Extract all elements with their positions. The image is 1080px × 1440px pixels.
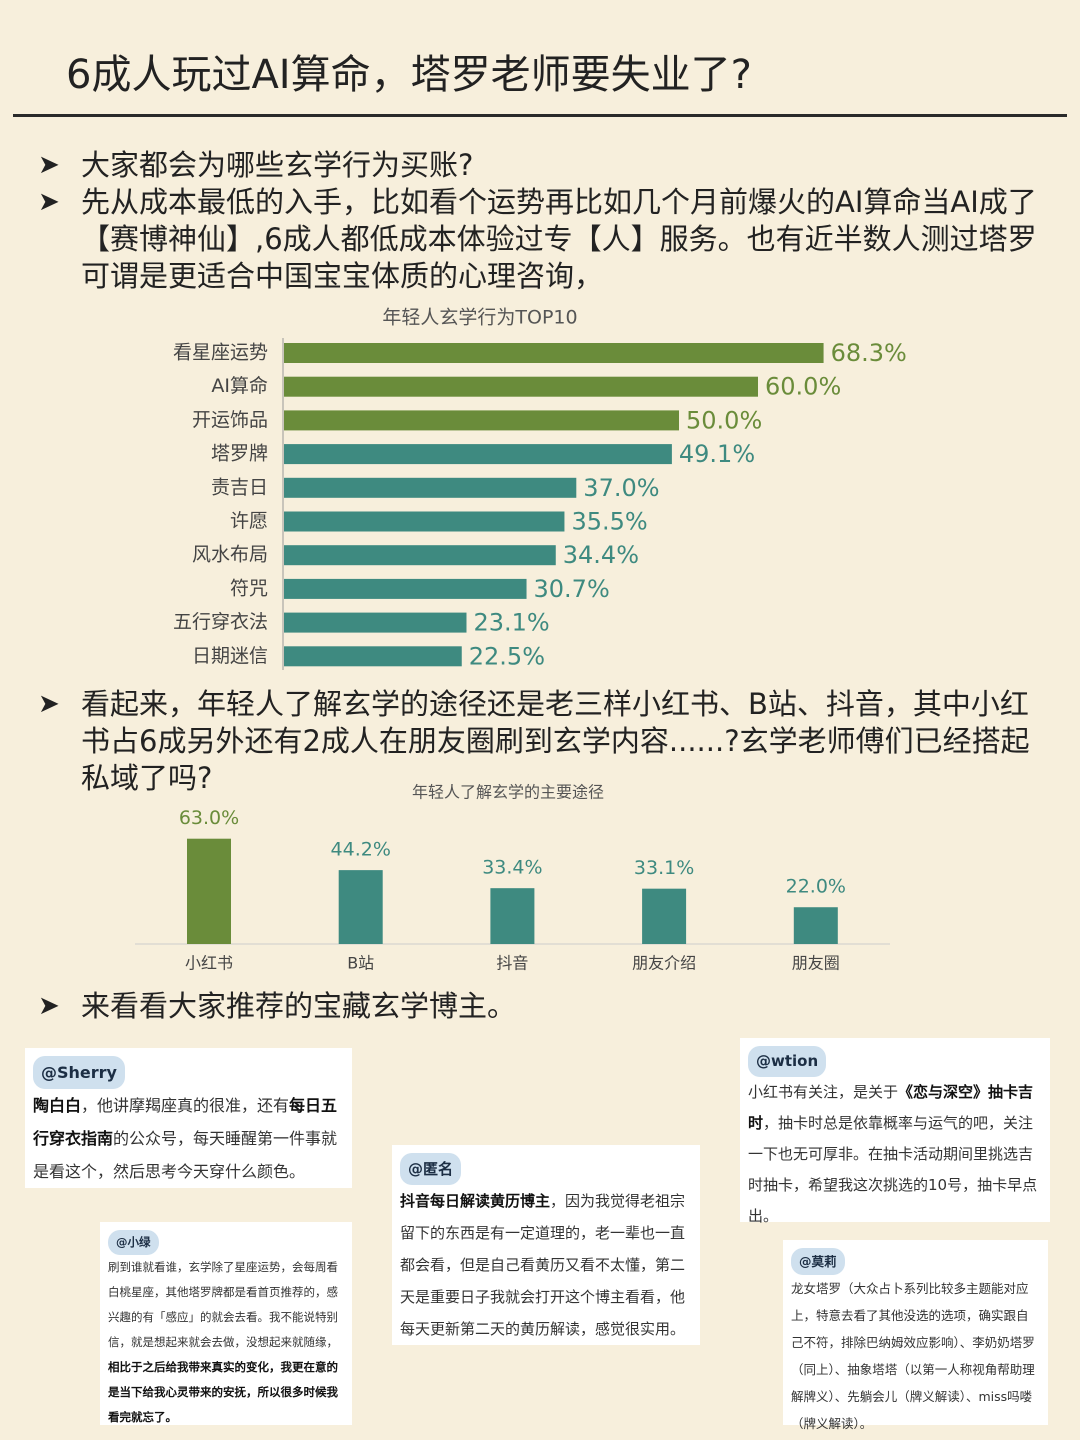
- value-label: 68.3%: [831, 339, 907, 367]
- bar: [284, 376, 758, 397]
- page-title: 6成人玩过AI算命，塔罗老师要失业了?: [66, 52, 752, 98]
- text-segment: 每日五行穿衣指南: [33, 1096, 338, 1148]
- value-label: 22.5%: [469, 642, 545, 670]
- category-label: 日期迷信: [192, 645, 268, 667]
- value-label: 30.7%: [534, 575, 610, 603]
- text-segment: 刷到谁就看谁，玄学除了星座运势，会每周看白桃星座，其他塔罗牌都是看首页推荐的，感…: [108, 1260, 338, 1349]
- category-label: 朋友介绍: [632, 954, 696, 973]
- value-label: 35.5%: [571, 508, 647, 536]
- category-label: 开运饰品: [192, 409, 268, 431]
- card-text: 刷到谁就看谁，玄学除了星座运势，会每周看白桃星座，其他塔罗牌都是看首页推荐的，感…: [108, 1255, 344, 1430]
- bar: [284, 410, 679, 431]
- value-label: 22.0%: [786, 876, 846, 898]
- category-label: AI算命: [211, 375, 268, 397]
- category-label: 朋友圈: [792, 954, 840, 973]
- bullet: ➤ 先从成本最低的入手，比如看个运势再比如几个月前爆火的AI算命当AI成了【赛博神…: [38, 184, 1048, 295]
- card-text: 抖音每日解读黄历博主，因为我觉得老祖宗留下的东西是有一定道理的，老一辈也一直都会…: [400, 1185, 692, 1345]
- bar: [642, 888, 687, 944]
- comment-card: @小绿刷到谁就看谁，玄学除了星座运势，会每周看白桃星座，其他塔罗牌都是看首页推荐…: [100, 1222, 352, 1425]
- bar: [284, 343, 824, 363]
- value-label: 60.0%: [765, 373, 841, 401]
- card-text: 陶白白，他讲摩羯座真的很准，还有每日五行穿衣指南的公众号，每天睡醒第一件事就是看…: [33, 1089, 344, 1188]
- text-segment: 陶白白: [33, 1096, 82, 1115]
- category-label: 看星座运势: [173, 342, 268, 364]
- bar: [284, 444, 672, 465]
- bullet: ➤ 看起来，年轻人了解玄学的途径还是老三样小红书、B站、抖音，其中小红书占6成另外…: [38, 686, 1048, 797]
- bar: [284, 477, 577, 498]
- comment-card: @莫莉龙女塔罗（大众占卜系列比较多主题能对应上，特意去看了其他没选的选项，确实跟…: [783, 1240, 1048, 1431]
- value-label: 49.1%: [679, 440, 755, 468]
- bullet-text: 看起来，年轻人了解玄学的途径还是老三样小红书、B站、抖音，其中小红书占6成另外还…: [81, 687, 1030, 795]
- bullet: ➤ 来看看大家推荐的宝藏玄学博主。: [38, 988, 1048, 1025]
- bar: [284, 511, 565, 532]
- value-label: 37.0%: [583, 474, 659, 502]
- category-label: 五行穿衣法: [173, 611, 268, 633]
- category-label: 抖音: [496, 954, 528, 973]
- card-text: 龙女塔罗（大众占卜系列比较多主题能对应上，特意去看了其他没选的选项，确实跟自己不…: [791, 1275, 1040, 1437]
- chart-title: 年轻人玄学行为TOP10: [382, 307, 577, 329]
- handle: @wtion: [748, 1046, 827, 1077]
- category-label: 符咒: [230, 577, 268, 599]
- text-segment: 的公众号，每天睡醒第一件事就是看这个，然后思考今天穿什么颜色。: [33, 1129, 338, 1181]
- bar: [284, 578, 527, 599]
- text-segment: 抖音每日解读黄历博主: [400, 1192, 551, 1210]
- value-label: 63.0%: [179, 807, 239, 829]
- handle: @小绿: [108, 1230, 159, 1255]
- category-label: B站: [347, 954, 374, 973]
- chart-title: 年轻人了解玄学的主要途径: [412, 783, 604, 802]
- text-segment: ，抽卡时总是依靠概率与运气的吧，关注一下也无可厚非。在抽卡活动期间里挑选吉时抽卡…: [748, 1114, 1038, 1225]
- handle: @Sherry: [33, 1056, 125, 1089]
- value-label: 50.0%: [686, 406, 762, 434]
- comment-card: @匿名 抖音每日解读黄历博主，因为我觉得老祖宗留下的东西是有一定道理的，老一辈也一…: [392, 1145, 700, 1345]
- category-label: 小红书: [185, 954, 233, 973]
- bullet: ➤ 大家都会为哪些玄学行为买账?: [38, 147, 1048, 184]
- bullet-text: 大家都会为哪些玄学行为买账?: [81, 148, 474, 182]
- bar: [284, 612, 467, 633]
- comment-card: @Sherry 陶白白，他讲摩羯座真的很准，还有每日五行穿衣指南的公众号，每天睡醒…: [25, 1048, 352, 1188]
- text-segment: 《恋与深空》抽卡吉时: [748, 1083, 1034, 1132]
- value-label: 44.2%: [331, 839, 391, 861]
- text-segment: ，他讲摩羯座真的很准，还有: [81, 1096, 290, 1115]
- bar: [187, 838, 231, 944]
- value-label: 23.1%: [473, 609, 549, 637]
- title-rule: [13, 114, 1067, 117]
- bar: [793, 907, 838, 944]
- text-segment: 相比于之后给我带来真实的变化，我更在意的是当下给我心灵带来的安抚，所以很多时候我…: [108, 1360, 338, 1424]
- value-label: 33.1%: [634, 857, 694, 879]
- category-label: 塔罗牌: [211, 443, 268, 465]
- bar: [490, 888, 535, 944]
- bar: [284, 646, 462, 667]
- text-segment: 龙女塔罗（大众占卜系列比较多主题能对应上，特意去看了其他没选的选项，确实跟自己不…: [791, 1281, 1035, 1431]
- category-label: 责吉日: [211, 476, 268, 498]
- text-segment: 小红书有关注，是关于: [748, 1083, 899, 1101]
- handle: @莫莉: [791, 1248, 845, 1275]
- category-label: 风水布局: [192, 544, 268, 566]
- handle: @匿名: [400, 1153, 462, 1185]
- value-label: 33.4%: [482, 857, 542, 879]
- bullet-text: 先从成本最低的入手，比如看个运势再比如几个月前爆火的AI算命当AI成了【赛博神仙…: [81, 185, 1037, 293]
- comment-card: @wtion 小红书有关注，是关于《恋与深空》抽卡吉时，抽卡时总是依靠概率与运气的…: [740, 1038, 1050, 1225]
- bar: [284, 545, 556, 566]
- bullet-text: 来看看大家推荐的宝藏玄学博主。: [81, 989, 517, 1023]
- bar: [338, 870, 383, 944]
- category-label: 许愿: [230, 510, 268, 532]
- value-label: 34.4%: [563, 541, 639, 569]
- card-text: 小红书有关注，是关于《恋与深空》抽卡吉时，抽卡时总是依靠概率与运气的吧，关注一下…: [748, 1077, 1042, 1232]
- text-segment: ，因为我觉得老祖宗留下的东西是有一定道理的，老一辈也一直都会看，但是自己看黄历又…: [400, 1192, 686, 1338]
